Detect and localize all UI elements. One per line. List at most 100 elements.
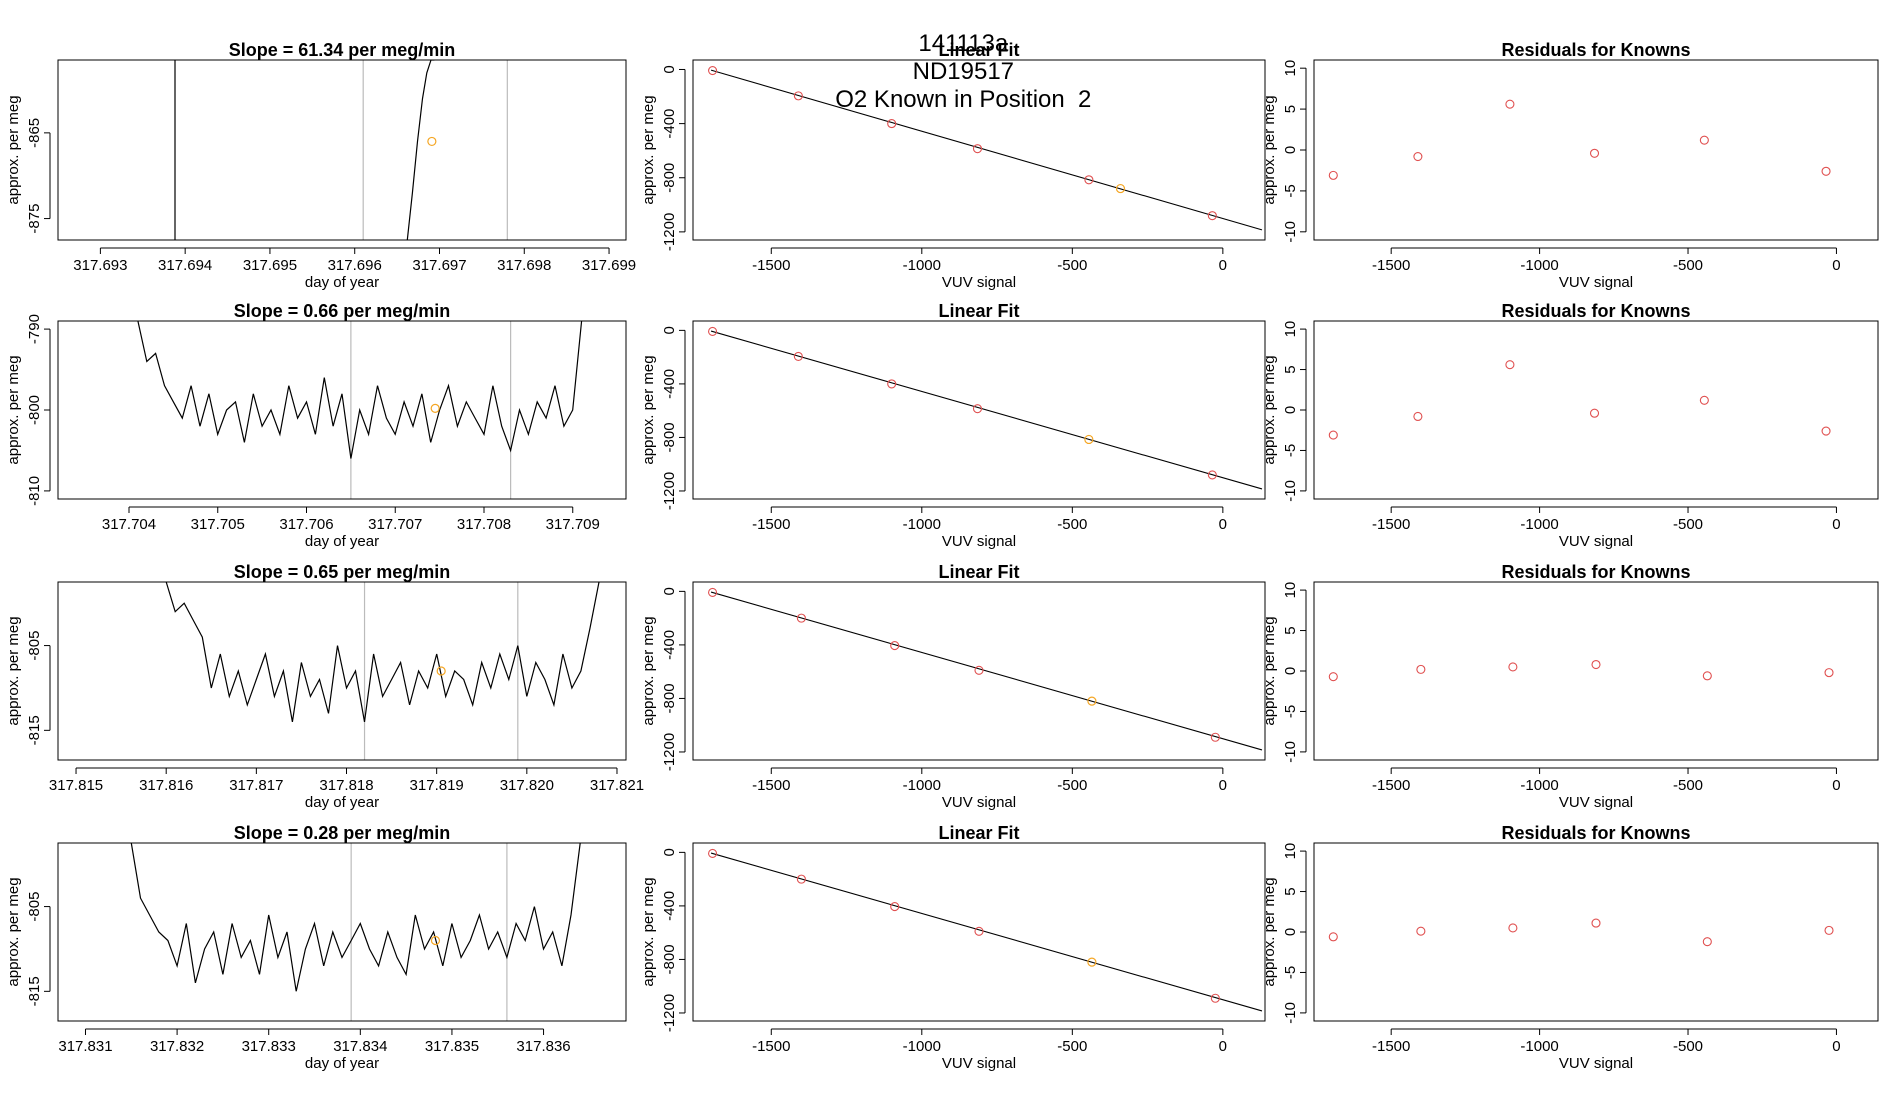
y-tick-label: 0 (661, 848, 678, 856)
known-point (1591, 918, 1601, 928)
x-tick-label: 317.820 (500, 777, 554, 794)
x-axis-label: VUV signal (942, 794, 1016, 811)
x-tick-label: -1000 (903, 516, 941, 533)
known-point (1824, 925, 1834, 935)
known-point (1210, 993, 1220, 1003)
panel-0-0: Slope = 61.34 per meg/min 317.693 317.694 3… (5, 40, 636, 291)
x-tick-label: 317.697 (412, 257, 466, 274)
y-tick-label: 0 (661, 65, 678, 73)
x-tick-label: -1500 (752, 257, 790, 274)
known-point (890, 641, 900, 651)
x-tick-label: -1500 (752, 777, 790, 794)
known-point (1702, 937, 1712, 947)
panel-2-1: Linear Fit -1500 -1000 -500 0 VUV signal 0 -400… (640, 562, 1266, 811)
plot-frame (1313, 320, 1879, 500)
y-axis-label: approx. per meg (1261, 877, 1278, 986)
highlight-point (1087, 696, 1097, 706)
known-point (1416, 664, 1426, 674)
tank-id: ND19517 (912, 58, 1015, 85)
y-tick-label: -790 (26, 314, 43, 344)
x-tick-label: 0 (1219, 257, 1227, 274)
known-point (1416, 926, 1426, 936)
known-point (1505, 360, 1515, 370)
x-tick-label: 0 (1832, 777, 1840, 794)
fit-line (710, 69, 1263, 231)
x-tick-label: 317.821 (590, 777, 644, 794)
y-tick-label: 0 (1282, 928, 1299, 936)
known-position-label: O2 Known in Position 2 (835, 86, 1092, 113)
trace-line (130, 843, 581, 992)
panel-data (708, 587, 1263, 751)
y-axis-label: approx. per meg (1261, 616, 1278, 725)
y-tick-label: -1200 (661, 733, 678, 771)
panel-title: Linear Fit (938, 301, 1019, 321)
y-tick-label: -5 (1282, 705, 1299, 718)
y-tick-label: -800 (661, 422, 678, 452)
run-id: 141113a (918, 30, 1009, 57)
page-title: 141113a ND19517 O2 Known in Position 2 (0, 2, 1900, 142)
x-tick-label: -1500 (1372, 257, 1410, 274)
trace-line (137, 321, 583, 459)
x-tick-label: -500 (1057, 1038, 1087, 1055)
x-tick-label: 317.836 (516, 1038, 570, 1055)
y-tick-label: -1200 (661, 994, 678, 1032)
known-point (1210, 732, 1220, 742)
x-tick-label: 317.831 (58, 1038, 112, 1055)
highlight-point (430, 403, 440, 413)
x-tick-label: -1000 (1520, 777, 1558, 794)
y-tick-label: -800 (661, 163, 678, 193)
known-point (1508, 923, 1518, 933)
plot-frame (1313, 581, 1879, 761)
panel-0-1: Linear Fit -1500 -1000 -500 0 VUV signal 0 -400… (640, 40, 1266, 291)
plot-frame (57, 59, 627, 241)
known-point (1589, 408, 1600, 418)
x-tick-label: -1000 (1520, 1038, 1558, 1055)
trace-line (165, 582, 600, 723)
y-tick-label: 5 (1282, 105, 1299, 113)
x-tick-label: -1000 (903, 257, 941, 274)
x-tick-label: -500 (1673, 777, 1703, 794)
y-axis-label: approx. per meg (640, 95, 657, 204)
known-point (793, 351, 803, 362)
fit-line (710, 330, 1263, 490)
x-tick-label: -1500 (1372, 516, 1410, 533)
known-point (796, 874, 806, 884)
x-axis-label: VUV signal (942, 1055, 1016, 1072)
known-point (1699, 395, 1709, 405)
x-tick-label: 317.817 (229, 777, 283, 794)
panel-1-2: Residuals for Knowns -1500 -1000 -500 0 VUV s… (1261, 301, 1879, 550)
panel-data (174, 60, 437, 240)
plot-frame (692, 581, 1266, 761)
x-tick-label: 0 (1832, 257, 1840, 274)
x-tick-label: -500 (1673, 516, 1703, 533)
y-axis-label: approx. per meg (1261, 95, 1278, 204)
x-tick-label: -1000 (1520, 516, 1558, 533)
x-tick-label: 317.696 (328, 257, 382, 274)
known-point (1508, 662, 1518, 672)
x-tick-label: -1500 (1372, 1038, 1410, 1055)
known-point (972, 144, 983, 154)
y-tick-label: -10 (1282, 480, 1299, 502)
x-tick-label: 317.705 (191, 516, 245, 533)
panel-data (708, 848, 1263, 1012)
known-point (1505, 99, 1515, 109)
x-tick-label: 317.693 (73, 257, 127, 274)
y-tick-label: -810 (26, 476, 43, 506)
x-tick-label: -1000 (903, 777, 941, 794)
panel-0-2: Residuals for Knowns -1500 -1000 -500 0 VUV s… (1261, 40, 1879, 291)
x-axis-label: day of year (305, 1055, 379, 1072)
x-tick-label: -1500 (752, 516, 790, 533)
y-tick-label: -800 (26, 395, 43, 425)
y-tick-label: -400 (661, 630, 678, 660)
highlight-point (1084, 434, 1094, 445)
panel-title: Linear Fit (938, 562, 1019, 582)
x-tick-label: 317.695 (243, 257, 297, 274)
panel-title: Residuals for Knowns (1501, 823, 1690, 843)
x-tick-label: 0 (1219, 1038, 1227, 1055)
y-tick-label: 10 (1282, 582, 1299, 599)
x-tick-label: -1500 (752, 1038, 790, 1055)
y-axis-label: approx. per meg (1261, 355, 1278, 464)
y-tick-label: -800 (661, 944, 678, 974)
x-tick-label: 317.832 (150, 1038, 204, 1055)
plot-frame (692, 59, 1266, 241)
